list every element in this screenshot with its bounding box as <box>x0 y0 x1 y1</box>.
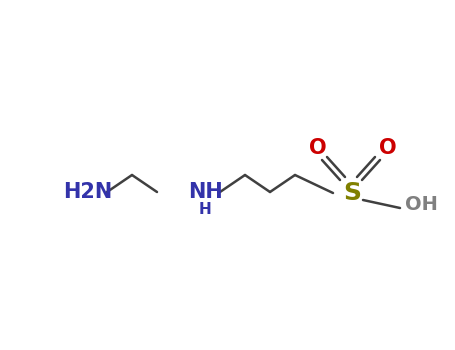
Text: S: S <box>343 181 361 205</box>
Text: OH: OH <box>405 196 438 215</box>
Text: O: O <box>309 138 327 158</box>
Text: H: H <box>199 203 212 217</box>
Text: O: O <box>379 138 397 158</box>
Text: H2N: H2N <box>63 182 113 202</box>
Text: NH: NH <box>187 182 222 202</box>
